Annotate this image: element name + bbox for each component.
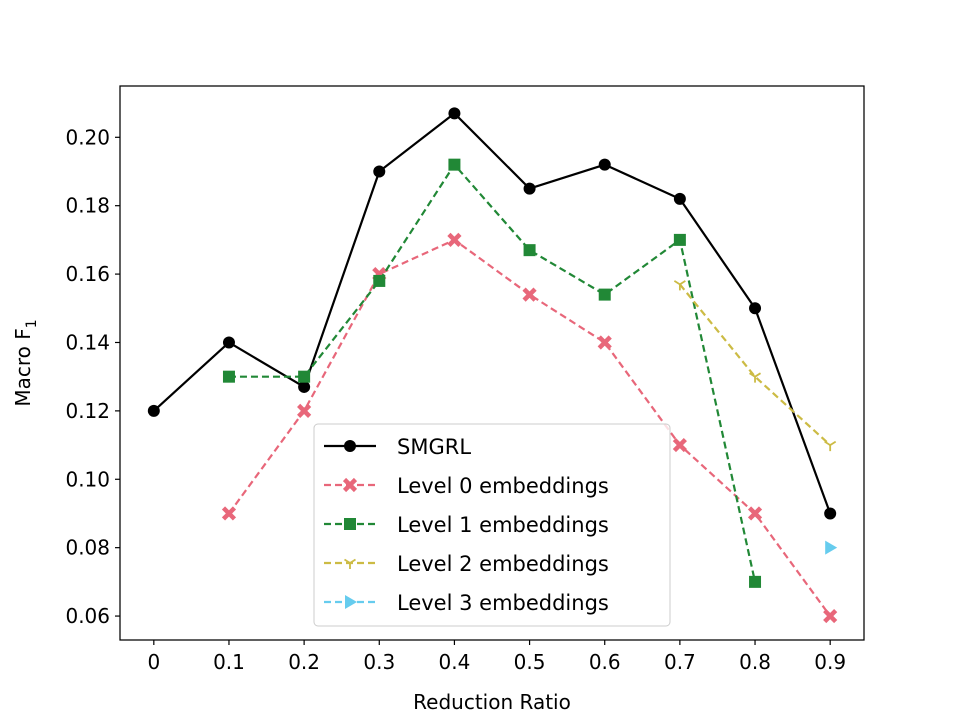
legend-entry: Level 1 embeddings (324, 513, 609, 537)
legend-marker (344, 440, 356, 452)
series-line (228, 238, 832, 617)
series-layer (147, 107, 838, 624)
data-point (747, 506, 763, 521)
data-point (221, 506, 237, 521)
series-line (153, 112, 832, 514)
legend-label: Level 1 embeddings (397, 513, 609, 537)
y-tick-label: 0.06 (65, 604, 110, 628)
data-point (373, 274, 386, 287)
legend-entry: Level 2 embeddings (324, 552, 609, 576)
y-tick-label: 0.08 (65, 536, 110, 560)
series-3 (673, 280, 837, 452)
legend-marker (344, 558, 356, 569)
data-point (673, 233, 686, 246)
y-tick-label: 0.16 (65, 262, 110, 286)
x-tick-label: 0.2 (288, 650, 320, 674)
data-point (523, 182, 536, 195)
y-axis-label-subscript: 1 (24, 319, 40, 328)
legend-entry: SMGRL (324, 435, 471, 459)
legend-entry: Level 0 embeddings (324, 474, 609, 498)
legend-box (313, 423, 671, 627)
data-point (523, 244, 536, 257)
x-tick-label: 0.4 (439, 650, 471, 674)
y-axis-label: Macro F1 (11, 319, 40, 406)
legend-label: Level 0 embeddings (397, 474, 609, 498)
data-point (448, 107, 461, 120)
data-point (373, 165, 386, 178)
y-tick-label: 0.12 (65, 399, 110, 423)
data-point (824, 440, 837, 452)
data-point (672, 437, 687, 453)
legend: SMGRL Level 0 embeddings Level 1 embedding… (313, 423, 671, 627)
series-line (679, 283, 831, 446)
legend-marker (342, 477, 358, 493)
x-tick-label: 0.9 (814, 650, 846, 674)
x-tick-label: 0.6 (589, 650, 621, 674)
data-point (298, 380, 311, 393)
data-point (297, 403, 312, 418)
x-tick-label: 0.8 (739, 650, 771, 674)
data-point (749, 302, 762, 315)
series-4 (825, 540, 838, 555)
legend-marker (344, 518, 356, 530)
data-point (222, 336, 235, 349)
data-point (749, 372, 762, 383)
series-2 (222, 158, 762, 588)
y-tick-label: 0.10 (65, 467, 110, 491)
data-point (447, 232, 462, 247)
x-tick-label: 0.5 (514, 650, 546, 674)
data-point (597, 335, 612, 350)
legend-entry: Level 3 embeddings (324, 591, 609, 615)
data-point (673, 280, 686, 291)
x-tick-label: 0 (147, 650, 160, 674)
data-point (825, 540, 838, 555)
y-axis-ticks: 0.06 0.08 0.10 0.12 0.14 0.16 0.18 0.20 (65, 125, 120, 628)
data-point (824, 507, 837, 520)
data-point (598, 288, 611, 301)
x-axis-ticks: 0 0.1 0.2 0.3 0.4 0.5 0.6 0.7 0.8 0.9 (147, 640, 846, 674)
plot-frame (119, 85, 865, 641)
data-point (222, 370, 235, 383)
x-axis-label: Reduction Ratio (413, 690, 571, 714)
data-point (823, 608, 838, 624)
data-point (598, 158, 611, 171)
data-point (749, 575, 762, 588)
x-tick-label: 0.7 (664, 650, 696, 674)
y-tick-label: 0.18 (65, 194, 110, 218)
data-point (147, 404, 160, 417)
data-point (522, 287, 537, 302)
y-tick-label: 0.20 (65, 125, 110, 149)
legend-label: Level 3 embeddings (397, 591, 609, 615)
y-tick-label: 0.14 (65, 330, 110, 354)
data-point (673, 192, 686, 205)
legend-label: SMGRL (397, 435, 471, 459)
data-point (298, 370, 311, 383)
x-tick-label: 0.1 (213, 650, 245, 674)
legend-marker (345, 595, 357, 609)
data-point (448, 158, 461, 171)
series-1 (221, 232, 838, 624)
x-tick-label: 0.3 (363, 650, 395, 674)
series-0 (147, 107, 837, 520)
y-axis-label-main: Macro F (11, 328, 35, 406)
legend-label: Level 2 embeddings (397, 552, 609, 576)
